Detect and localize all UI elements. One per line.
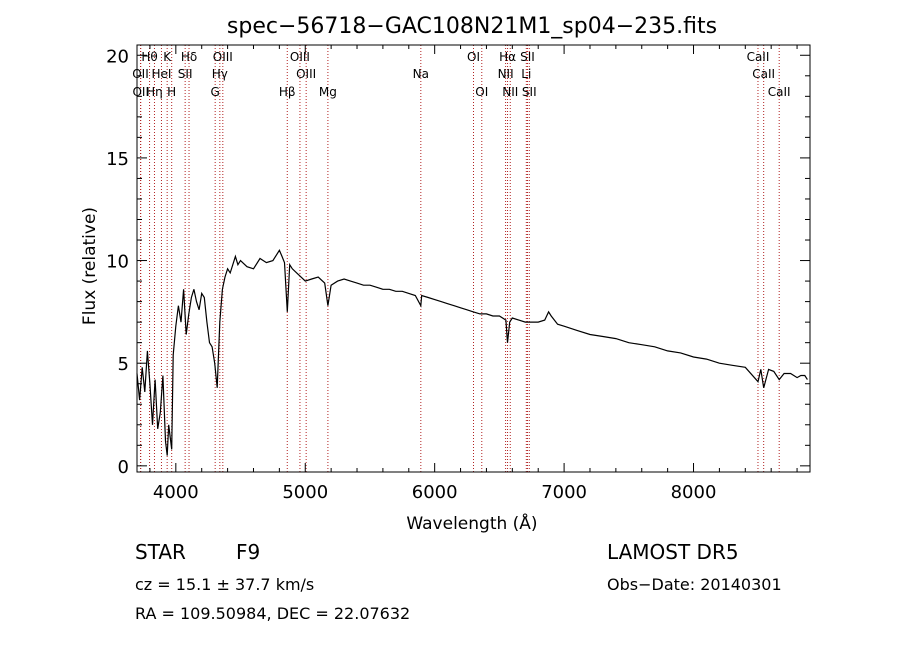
line-label-17: OI bbox=[467, 50, 480, 64]
line-label-1: OII bbox=[132, 67, 149, 81]
x-tick-label-1: 5000 bbox=[282, 482, 328, 503]
x-tick-label-4: 8000 bbox=[671, 482, 717, 503]
x-axis-ticks: 4000 5000 6000 7000 8000 bbox=[149, 45, 798, 503]
plot-frame bbox=[136, 44, 811, 473]
line-label-11: G bbox=[211, 85, 220, 99]
line-label-24: SII bbox=[522, 85, 537, 99]
line-label-7: Hδ bbox=[181, 50, 197, 64]
line-label-22: SII bbox=[520, 50, 535, 64]
spectral-line-markers bbox=[139, 45, 780, 472]
line-label-21: NII bbox=[502, 85, 518, 99]
y-tick-label-0: 0 bbox=[118, 457, 129, 478]
line-label-15: Mg bbox=[319, 85, 337, 99]
spectrum-series-line bbox=[136, 249, 808, 456]
y-tick-label-2: 10 bbox=[106, 252, 129, 273]
line-label-23: Li bbox=[521, 67, 531, 81]
line-label-4: HeI bbox=[151, 67, 171, 81]
line-label-25: CaII bbox=[747, 50, 770, 64]
y-tick-label-1: 5 bbox=[118, 354, 129, 375]
line-label-19: Hα bbox=[499, 50, 516, 64]
line-label-5: K bbox=[163, 50, 172, 64]
line-label-9: OIII bbox=[213, 50, 233, 64]
line-label-3: Hη bbox=[146, 85, 163, 99]
line-label-16: Na bbox=[413, 67, 429, 81]
line-label-6: H bbox=[167, 85, 176, 99]
line-label-20: NII bbox=[498, 67, 514, 81]
line-label-26: CaII bbox=[752, 67, 775, 81]
x-axis-label: Wavelength (Å) bbox=[406, 512, 537, 534]
line-label-27: CaII bbox=[768, 85, 791, 99]
chart-title: spec−56718−GAC108N21M1_sp04−235.fits bbox=[227, 14, 717, 39]
x-tick-label-3: 7000 bbox=[541, 482, 587, 503]
y-axis-ticks: 0 5 10 15 20 bbox=[106, 46, 810, 478]
y-tick-label-4: 20 bbox=[106, 46, 129, 67]
line-label-8: SII bbox=[178, 67, 193, 81]
line-label-13: OIII bbox=[290, 50, 310, 64]
x-tick-label-2: 6000 bbox=[412, 482, 458, 503]
coordinates-readout: RA = 109.50984, DEC = 22.07632 bbox=[135, 604, 410, 623]
x-tick-label-0: 4000 bbox=[153, 482, 199, 503]
line-label-12: Hβ bbox=[279, 85, 296, 99]
y-tick-label-3: 15 bbox=[106, 149, 129, 170]
object-class: STAR bbox=[135, 540, 186, 564]
y-axis-label: Flux (relative) bbox=[80, 207, 100, 325]
line-label-10: Hγ bbox=[212, 67, 228, 81]
line-label-14: OIII bbox=[296, 67, 316, 81]
redshift-readout: cz = 15.1 ± 37.7 km/s bbox=[135, 575, 314, 594]
object-subclass: F9 bbox=[236, 540, 260, 564]
line-label-0: Hθ bbox=[141, 50, 157, 64]
obs-date: Obs−Date: 20140301 bbox=[607, 575, 782, 594]
survey-name: LAMOST DR5 bbox=[607, 540, 739, 564]
line-label-18: OI bbox=[475, 85, 488, 99]
